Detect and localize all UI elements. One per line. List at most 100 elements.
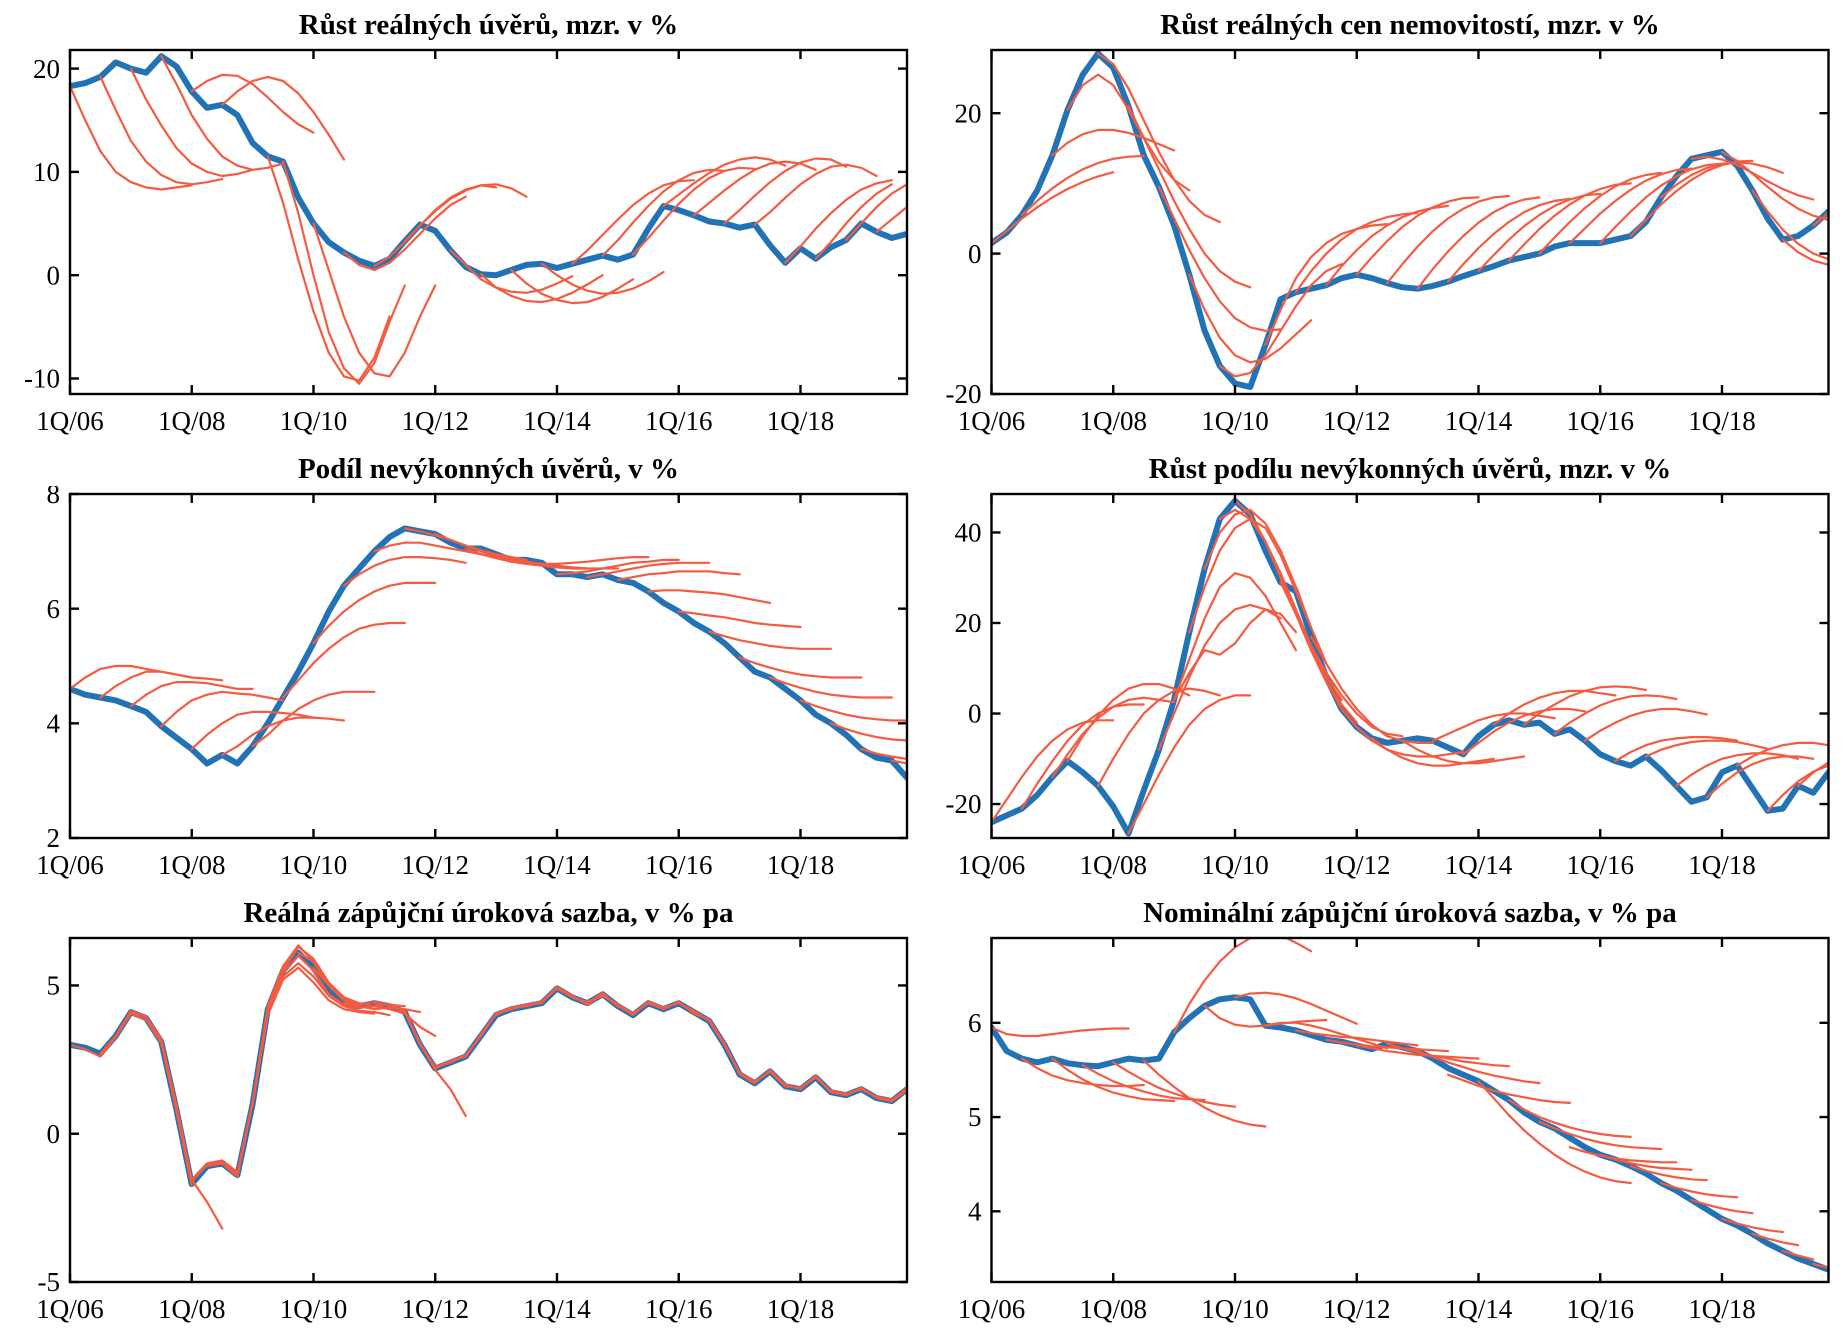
forecast-series (1583, 707, 1708, 742)
plot-svg: -5 0 5 1Q/06 1Q/08 1Q/10 1Q/12 1Q/14 1Q/16 1Q/18 (36, 936, 909, 1324)
forecast-series (1416, 1049, 1541, 1085)
forecast-series (723, 157, 848, 225)
forecast-series (129, 1010, 254, 1181)
chart-title: Růst reálných úvěrů, mzr. v % (298, 9, 679, 41)
forecast-series (1218, 508, 1343, 701)
forecast-series (601, 168, 726, 257)
forecast-series (1690, 1198, 1754, 1215)
forecast-series (1081, 1064, 1206, 1102)
forecast-series (708, 630, 833, 650)
forecast-series (1173, 572, 1297, 701)
forecast-series (1294, 1029, 1419, 1047)
x-tick-label: 1Q/14 (1445, 850, 1513, 880)
forecast-series (1492, 689, 1617, 726)
forecast-series (1812, 211, 1829, 227)
forecast-series (434, 987, 559, 1070)
forecast-series (1568, 167, 1693, 245)
y-tick-label: 0 (47, 1119, 61, 1149)
x-tick-label: 1Q/06 (36, 1294, 104, 1324)
forecast-series (1720, 150, 1829, 221)
plot-area: -20 0 20 40 1Q/06 1Q/08 1Q/10 1Q/12 1Q/14 1Q/16 1Q… (921, 486, 1843, 886)
forecast-series (1020, 154, 1145, 217)
chart-title: Nominální zápůjční úroková sazba, v % pa (1143, 897, 1677, 929)
chart-real-lending-rate: Reálná zápůjční úroková sazba, v % pa -5… (0, 888, 921, 1332)
axes (68, 936, 909, 1284)
forecast-series (844, 183, 907, 242)
forecast-series (1522, 685, 1648, 726)
forecast-series (312, 581, 437, 645)
x-tick-label: 1Q/10 (1201, 1294, 1269, 1324)
x-tick-label: 1Q/18 (1688, 850, 1756, 880)
x-tick-label: 1Q/16 (645, 1294, 713, 1324)
x-tick-label: 1Q/16 (1566, 406, 1634, 436)
forecast-series (1599, 162, 1724, 245)
y-tick-label: 6 (968, 1008, 982, 1038)
actual-series (70, 949, 907, 1188)
forecast-series (1264, 1021, 1389, 1050)
forecast-series (1629, 159, 1754, 238)
forecast-series (510, 268, 635, 305)
plot-svg: -20 0 20 1Q/06 1Q/08 1Q/10 1Q/12 1Q/14 1Q/16 1Q/1… (946, 48, 1830, 436)
forecast-series (1096, 687, 1221, 787)
x-tick-label: 1Q/18 (1688, 406, 1756, 436)
plot-svg: -10 0 10 20 1Q/06 1Q/08 1Q/10 1Q/12 1Q/14 1Q/16 1Q… (24, 48, 909, 436)
forecast-series (282, 160, 406, 385)
chart-nominal-lending-rate: Nominální zápůjční úroková sazba, v % pa… (921, 888, 1843, 1332)
forecast-series (1325, 1038, 1450, 1053)
x-tick-label: 1Q/14 (523, 1294, 591, 1324)
forecast-series (1812, 1263, 1829, 1269)
forecast-series (647, 1002, 772, 1083)
y-tick-label: -20 (946, 379, 982, 409)
forecast-series (1112, 1061, 1237, 1108)
forecast-series (1781, 238, 1829, 266)
forecast-series (221, 716, 345, 756)
x-tick-label: 1Q/06 (36, 406, 104, 436)
forecast-series (129, 681, 254, 708)
forecast-series (70, 85, 193, 191)
forecast-series (1477, 1080, 1632, 1185)
forecast-series (342, 195, 467, 272)
x-tick-label: 1Q/08 (1079, 1294, 1147, 1324)
forecast-series (1370, 737, 1495, 767)
forecast-series (875, 205, 907, 233)
y-tick-label: 0 (47, 260, 61, 290)
y-tick-label: 0 (968, 699, 982, 729)
x-tick-label: 1Q/10 (1201, 406, 1269, 436)
y-tick-label: -5 (38, 1267, 61, 1297)
forecast-series (1446, 1073, 1571, 1104)
forecast-series (266, 962, 391, 1017)
forecast-series (99, 670, 224, 699)
x-tick-label: 1Q/14 (1445, 406, 1513, 436)
forecast-series (1233, 991, 1358, 1025)
forecast-series (1188, 517, 1313, 634)
forecast-series (631, 166, 756, 256)
x-tick-label: 1Q/18 (767, 406, 835, 436)
forecast-series (586, 561, 711, 579)
forecast-series (662, 156, 787, 208)
forecast-series (1096, 52, 1221, 224)
chart-title: Reálná zápůjční úroková sazba, v % pa (243, 897, 734, 929)
y-tick-label: 8 (47, 486, 61, 509)
chart-real-credit-growth: Růst reálných úvěrů, mzr. v % -10 0 10 20 1Q… (0, 0, 921, 444)
plot-svg: -20 0 20 40 1Q/06 1Q/08 1Q/10 1Q/12 1Q/14 1Q/16 1Q… (946, 492, 1830, 880)
forecast-series (890, 759, 907, 765)
forecast-series (99, 75, 224, 186)
axes (990, 936, 1830, 1284)
y-tick-label: 2 (47, 823, 61, 853)
forecast-series (991, 719, 1115, 824)
forecast-series (1507, 182, 1632, 262)
chart-real-property-price-growth: Růst reálných cen nemovitostí, mzr. v % … (921, 0, 1843, 444)
forecast-series (1142, 1059, 1267, 1128)
plot-area: 4 5 6 1Q/06 1Q/08 1Q/10 1Q/12 1Q/14 1Q/16 1Q/18 (921, 930, 1843, 1330)
forecast-series (1127, 694, 1252, 835)
x-tick-label: 1Q/12 (401, 1294, 469, 1324)
forecast-series (160, 690, 285, 728)
forecast-series (1051, 128, 1176, 157)
forecast-series (768, 676, 893, 699)
x-tick-label: 1Q/06 (958, 850, 1026, 880)
y-tick-label: 20 (955, 98, 982, 128)
forecast-series (738, 656, 863, 679)
forecast-series (1355, 1044, 1480, 1060)
forecast-series (1538, 171, 1663, 255)
forecast-series (1507, 1099, 1632, 1138)
